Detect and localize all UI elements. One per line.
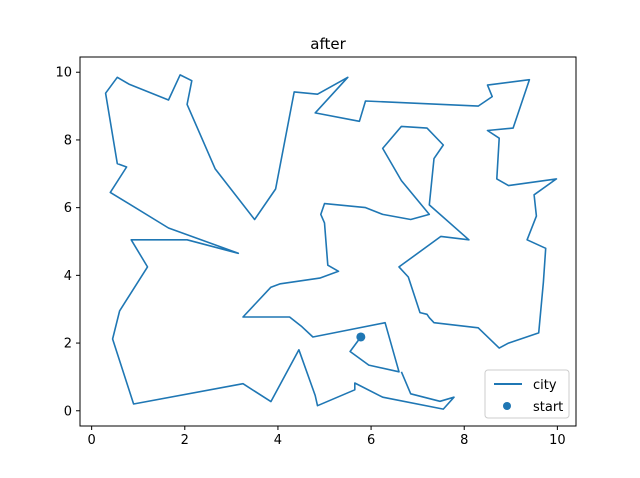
x-tick-label: 10 [549, 433, 566, 448]
x-tick-label: 6 [367, 433, 375, 448]
legend: city start [485, 370, 569, 418]
x-tick-label: 0 [88, 433, 96, 448]
y-tick-label: 4 [64, 269, 72, 284]
y-tick-label: 6 [64, 201, 72, 216]
x-tick-label: 4 [274, 433, 282, 448]
y-tick-label: 2 [64, 337, 72, 352]
legend-city-label: city [533, 378, 557, 393]
legend-start-label: start [533, 400, 563, 415]
y-tick-label: 8 [64, 133, 72, 148]
start-point [356, 332, 365, 341]
chart-title: after [310, 35, 346, 53]
y-tick-label: 0 [64, 404, 72, 419]
y-tick-label: 10 [55, 66, 72, 81]
legend-start-marker [503, 402, 511, 410]
x-tick-label: 8 [460, 433, 468, 448]
x-tick-label: 2 [181, 433, 189, 448]
